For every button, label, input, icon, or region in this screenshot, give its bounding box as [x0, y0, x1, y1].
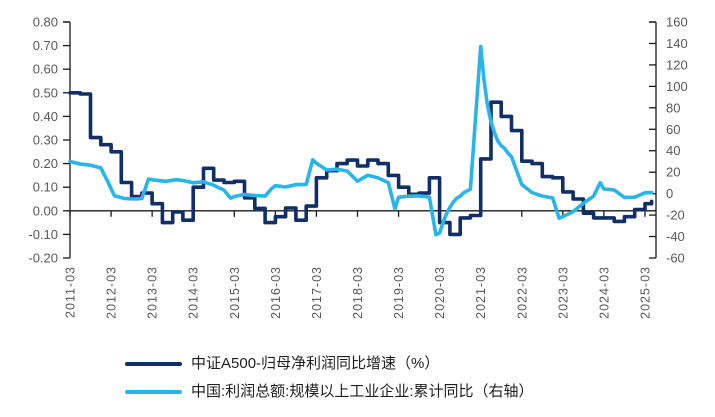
right-axis-tick-label: 160	[666, 15, 688, 30]
x-axis-tick-label: 2012-03	[105, 266, 119, 319]
right-axis-tick-label: 80	[666, 100, 680, 115]
right-axis-tick-label: 100	[666, 79, 688, 94]
right-axis-tick-label: 40	[666, 143, 680, 158]
axes	[63, 21, 657, 259]
right-axis-tick-label: 120	[666, 57, 688, 72]
x-axis-tick-label: 2017-03	[310, 266, 324, 319]
x-axis-tick-label: 2022-03	[515, 266, 529, 319]
x-axis-tick-label: 2025-03	[638, 266, 652, 319]
left-axis-tick-label: 0.60	[33, 62, 58, 77]
left-axis-tick-label: 0.30	[33, 133, 58, 148]
x-axis-tick-label: 2024-03	[597, 266, 611, 319]
series-line-a500-profit-growth	[68, 91, 654, 237]
x-axis-tick-label: 2021-03	[474, 266, 488, 319]
legend-label-industrial-profit: 中国:利润总额:规模以上工业企业:累计同比（右轴）	[191, 383, 534, 400]
right-axis-tick-label: 60	[666, 122, 680, 137]
x-axis-tick-label: 2016-03	[269, 266, 283, 319]
left-axis-tick-label: 0.40	[33, 109, 58, 124]
left-axis-tick-label: 0.80	[33, 15, 58, 30]
x-axis-tick-label: 2013-03	[146, 266, 160, 319]
left-axis-tick-label: -0.20	[28, 251, 58, 266]
right-axis-tick-label: 140	[666, 36, 688, 51]
left-axis-tick-label: 0.10	[33, 180, 58, 195]
right-axis-tick-label: 20	[666, 165, 680, 180]
series-line-industrial-profit-yoy	[68, 44, 654, 237]
x-axis-tick-label: 2014-03	[187, 266, 201, 319]
legend-line-navy-icon	[125, 362, 182, 366]
x-axis-tick-label: 2020-03	[433, 266, 447, 319]
dual-axis-line-chart: 0.80 0.70 0.60 0.50 0.40 0.30 0.20 0.10 0.00 -0.1…	[28, 15, 688, 319]
legend-label-a500: 中证A500-归母净利润同比增速（%）	[191, 355, 440, 372]
left-axis-tick-label: 0.70	[33, 38, 58, 53]
right-axis-tick-label: -40	[666, 229, 685, 244]
x-axis-tick-labels: 2011-03 2012-03 2013-03 2014-03 2015-03 2016-…	[64, 266, 653, 319]
legend-line-lightblue-icon	[125, 390, 182, 394]
x-axis-tick-label: 2023-03	[556, 266, 570, 319]
left-axis-tick-labels: 0.80 0.70 0.60 0.50 0.40 0.30 0.20 0.10 0.00 -0.1…	[28, 15, 58, 266]
x-axis-tick-label: 2018-03	[351, 266, 365, 319]
right-axis-tick-label: -20	[666, 208, 685, 223]
legend-item-industrial-profit: 中国:利润总额:规模以上工业企业:累计同比（右轴）	[125, 382, 534, 402]
left-axis-tick-label: 0.50	[33, 85, 58, 100]
right-axis-tick-label: -60	[666, 251, 685, 266]
legend: 中证A500-归母净利润同比增速（%） 中国:利润总额:规模以上工业企业:累计同…	[125, 354, 534, 402]
x-axis-tick-label: 2019-03	[392, 266, 406, 319]
left-axis-tick-label: -0.10	[28, 227, 58, 242]
right-axis-tick-label: 0	[666, 186, 673, 201]
x-axis-tick-label: 2015-03	[228, 266, 242, 319]
x-axis-tick-label: 2011-03	[64, 266, 78, 318]
left-axis-tick-label: 0.00	[33, 203, 58, 218]
left-axis-tick-label: 0.20	[33, 156, 58, 171]
legend-item-a500: 中证A500-归母净利润同比增速（%）	[125, 354, 534, 374]
right-axis-tick-labels: 160 140 120 100 80 60 40 20 0 -20 -40 -60	[666, 15, 688, 266]
